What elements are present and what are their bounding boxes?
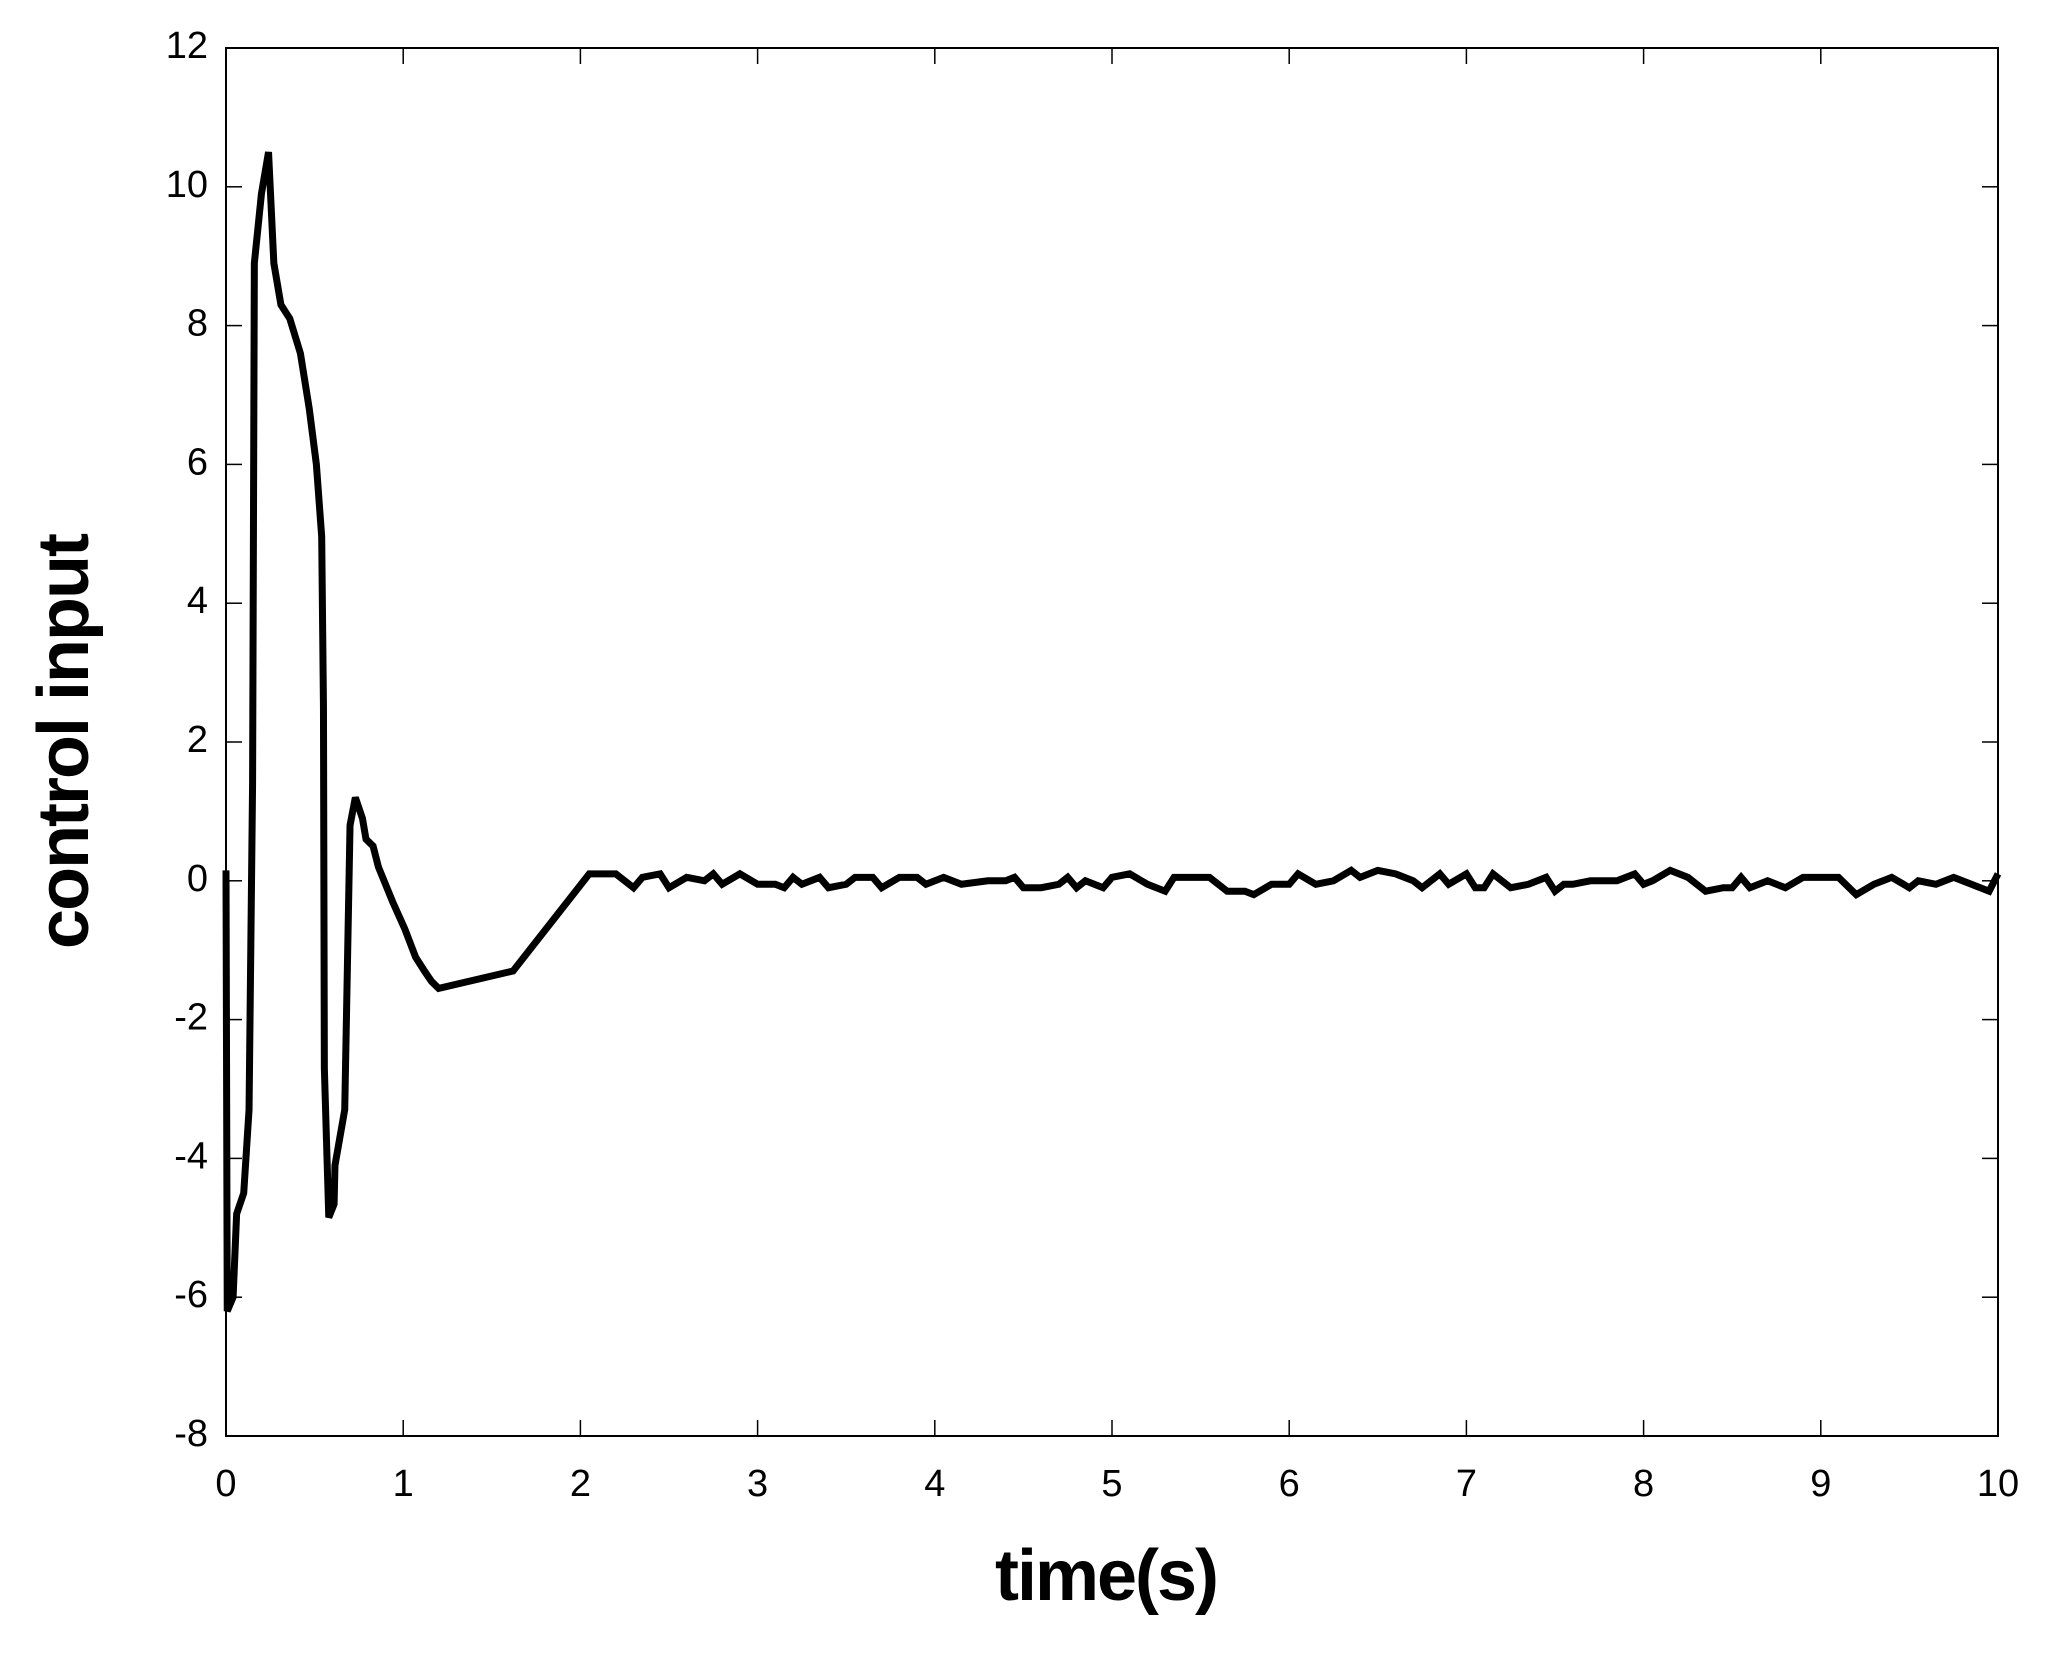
x-tick-label: 6	[1279, 1463, 1300, 1505]
x-tick-label: 3	[747, 1463, 768, 1505]
y-tick-label: 10	[166, 164, 208, 206]
y-tick-label: 0	[187, 858, 208, 900]
plot-frame	[225, 47, 1999, 1437]
x-tick-label: 4	[924, 1463, 945, 1505]
y-tick-label: -4	[174, 1135, 208, 1177]
x-tick-label: 0	[215, 1463, 236, 1505]
x-tick-label: 10	[1977, 1463, 2019, 1505]
x-tick-label: 9	[1810, 1463, 1831, 1505]
y-tick-label: 4	[187, 580, 208, 622]
x-tick-label: 1	[393, 1463, 414, 1505]
y-tick-label: 2	[187, 719, 208, 761]
x-tick-label: 7	[1456, 1463, 1477, 1505]
data-line	[222, 151, 2002, 1313]
y-tick-label: -2	[174, 997, 208, 1039]
y-tick-label: -6	[174, 1274, 208, 1316]
x-tick-label: 2	[570, 1463, 591, 1505]
x-axis-label: time(s)	[995, 1536, 1217, 1616]
y-tick-label: 6	[187, 441, 208, 483]
x-tick-label: 5	[1101, 1463, 1122, 1505]
y-tick-label: -8	[174, 1413, 208, 1455]
x-tick-label: 8	[1633, 1463, 1654, 1505]
y-tick-label: 12	[166, 25, 208, 67]
y-axis-label: control input	[24, 533, 104, 949]
y-tick-label: 8	[187, 303, 208, 345]
